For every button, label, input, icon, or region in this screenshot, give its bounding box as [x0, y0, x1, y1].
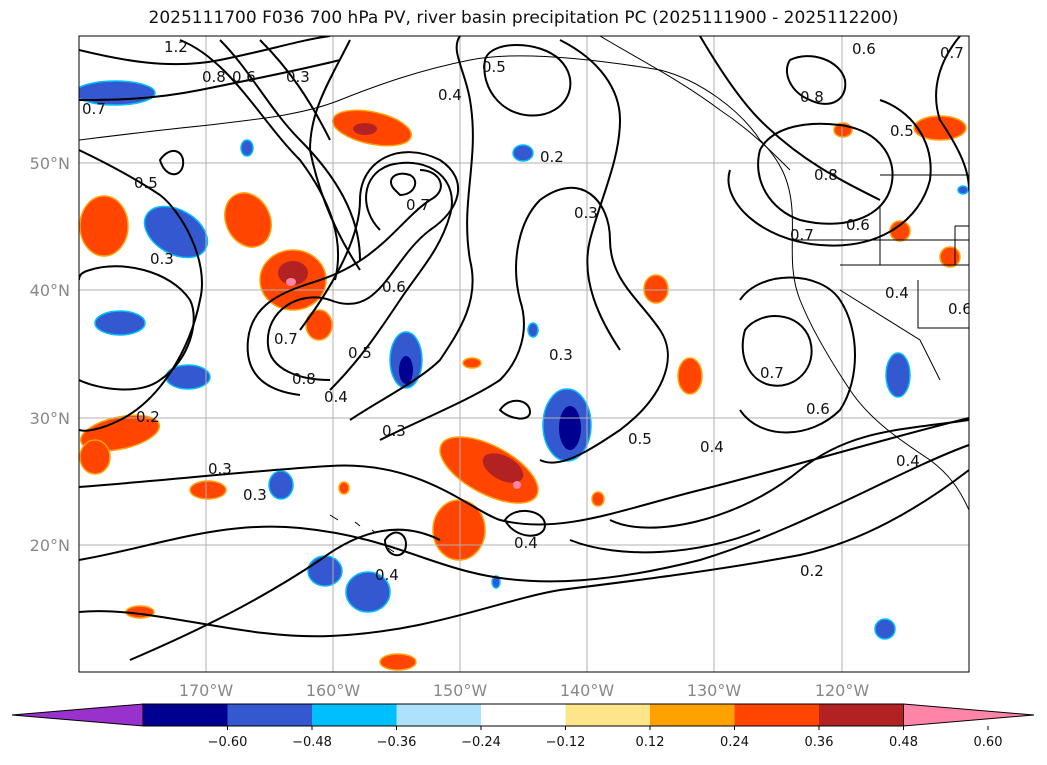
contour-label: 0.7: [274, 330, 298, 348]
colorbar-segment: [396, 704, 481, 726]
contour-label: 0.6: [852, 40, 876, 58]
map-plot-area: 1.2 0.8 0.6 0.3 0.5 0.4 0.7 0.7 0.5 0.3 …: [79, 36, 972, 672]
contour-label: 0.4: [885, 284, 909, 302]
contour-label: 0.6: [948, 300, 972, 318]
contour-label: 0.5: [628, 430, 652, 448]
lon-label: 130°W: [687, 681, 742, 700]
lon-label: 170°W: [179, 681, 234, 700]
contour-label: 0.5: [890, 122, 914, 140]
lon-label: 160°W: [306, 681, 361, 700]
colorbar-frame: [142, 703, 904, 727]
contour-label: 0.6: [232, 68, 256, 86]
contour-label: 0.4: [700, 438, 724, 456]
latitude-axis: 50°N 40°N 30°N 20°N: [30, 154, 70, 555]
contour-label: 0.3: [574, 204, 598, 222]
colorbar-segment: [312, 704, 397, 726]
contour-label: 0.8: [292, 370, 316, 388]
colorbar-tick-label: 0.24: [720, 735, 749, 750]
contour-label: 0.6: [846, 216, 870, 234]
precip-negative-areas: [79, 80, 969, 640]
map-frame: [78, 35, 970, 673]
contour-label: 0.7: [760, 364, 784, 382]
colorbar-segment: [227, 704, 312, 726]
contour-label: 0.8: [814, 166, 838, 184]
colorbar-segment: [734, 704, 819, 726]
colorbar-segment: [143, 704, 228, 726]
colorbar-segment: [650, 704, 735, 726]
contour-label: 0.4: [514, 534, 538, 552]
contour-label: 0.5: [482, 58, 506, 76]
contour-label: 0.7: [790, 226, 814, 244]
map-title: 2025111700 F036 700 hPa PV, river basin …: [148, 8, 899, 28]
colorbar-segment: [481, 704, 566, 726]
colorbar-tick-label: 0.60: [974, 735, 1003, 750]
colorbar-extend-high: [903, 703, 1035, 727]
colorbar-tick-label: 0.36: [805, 735, 834, 750]
contour-label: 0.3: [286, 68, 310, 86]
contour-label: 1.2: [164, 38, 188, 56]
contour-label: 0.7: [82, 100, 106, 118]
contour-labels: 1.2 0.8 0.6 0.3 0.5 0.4 0.7 0.7 0.5 0.3 …: [82, 38, 972, 584]
contour-label: 0.4: [896, 452, 920, 470]
colorbar-tick-label: −0.60: [208, 735, 248, 750]
contour-label: 0.7: [406, 196, 430, 214]
colorbar-tick-label: −0.24: [461, 735, 501, 750]
colorbar-tick-label: −0.12: [546, 735, 586, 750]
colorbar-tick-label: −0.36: [377, 735, 417, 750]
colorbar-segment: [819, 704, 904, 726]
pv-contours: [79, 36, 969, 661]
contour-label: 0.8: [800, 88, 824, 106]
lat-label: 40°N: [30, 281, 70, 300]
contour-label: 0.3: [150, 250, 174, 268]
colorbar-extend-low: [11, 703, 144, 727]
lat-label: 30°N: [30, 409, 70, 428]
contour-label: 0.6: [382, 278, 406, 296]
contour-label: 0.3: [208, 460, 232, 478]
lat-label: 50°N: [30, 154, 70, 173]
contour-label: 0.7: [940, 44, 964, 62]
contour-label: 0.3: [243, 486, 267, 504]
colorbar-tick-label: 0.48: [889, 735, 918, 750]
contour-label: 0.4: [375, 566, 399, 584]
lon-label: 120°W: [815, 681, 870, 700]
contour-label: 0.2: [136, 408, 160, 426]
contour-label: 0.8: [202, 68, 226, 86]
contour-label: 0.2: [800, 562, 824, 580]
coastlines: [79, 36, 969, 553]
lat-label: 20°N: [30, 536, 70, 555]
contour-label: 0.3: [549, 346, 573, 364]
colorbar: −0.60 −0.48 −0.36 −0.24 −0.12 0.12 0.24 0.36 0.4…: [11, 703, 1035, 750]
colorbar-tick-label: 0.12: [636, 735, 665, 750]
contour-label: 0.3: [382, 422, 406, 440]
contour-label: 0.5: [348, 344, 372, 362]
colorbar-segment: [565, 704, 650, 726]
contour-label: 0.4: [324, 388, 348, 406]
precip-positive-areas: [79, 109, 967, 671]
contour-label: 0.2: [540, 148, 564, 166]
lon-label: 140°W: [560, 681, 615, 700]
contour-label: 0.4: [438, 86, 462, 104]
contour-label: 0.5: [134, 174, 158, 192]
colorbar-tick-label: −0.48: [292, 735, 332, 750]
contour-label: 0.6: [806, 400, 830, 418]
longitude-axis: 170°W 160°W 150°W 140°W 130°W 120°W: [179, 681, 870, 700]
lon-label: 150°W: [433, 681, 488, 700]
